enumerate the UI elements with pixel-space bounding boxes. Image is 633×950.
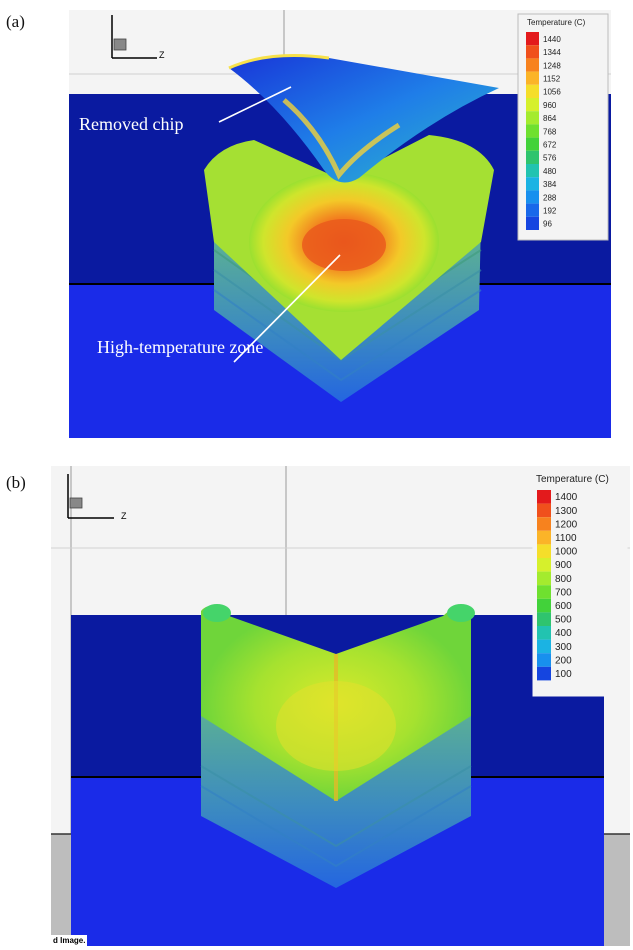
legend-title: Temperature (C) bbox=[527, 18, 586, 27]
callout-line-hot bbox=[233, 254, 341, 363]
colorbar-swatch bbox=[526, 84, 539, 98]
colorbar-tick-label: 500 bbox=[555, 615, 572, 626]
panel-a-label: (a) bbox=[6, 12, 25, 31]
callout-high-temp-zone: High-temperature zone bbox=[97, 337, 264, 357]
colorbar-swatch bbox=[537, 639, 551, 654]
axis-label-z: Z bbox=[159, 50, 165, 60]
colorbar-swatch bbox=[537, 517, 551, 531]
colorbar-tick-label: 1400 bbox=[555, 492, 578, 503]
warm-zone bbox=[276, 681, 396, 771]
panel-b-label: (b) bbox=[6, 473, 26, 492]
colorbar-swatch bbox=[526, 45, 539, 59]
colorbar-tick-label: 1100 bbox=[555, 533, 577, 544]
colorbar-tick-label: 800 bbox=[555, 574, 572, 585]
colorbar-swatch bbox=[526, 111, 539, 125]
colorbar-tick-label: 96 bbox=[543, 220, 552, 229]
callout-removed-chip: Removed chip bbox=[79, 114, 184, 134]
colorbar-swatch bbox=[537, 666, 551, 681]
colorbar-swatch bbox=[526, 177, 539, 191]
colorbar-b: 1400 1300 1200 1100 1000 900 800 700 600 500 400 30… bbox=[537, 490, 578, 681]
axis-triad bbox=[67, 474, 114, 519]
colorbar-tick-label: 1248 bbox=[543, 61, 561, 70]
colorbar-tick-label: 1344 bbox=[543, 48, 561, 57]
legend-title: Temperature (C) bbox=[536, 474, 609, 485]
colorbar-swatch bbox=[537, 530, 551, 545]
colorbar-swatch bbox=[526, 216, 539, 230]
panel-a: 1440 1344 1248 1152 1056 960 864 768 672 576 480 38… bbox=[69, 10, 611, 438]
panel-a-canvas: 1440 1344 1248 1152 1056 960 864 768 672 576 480 38… bbox=[69, 10, 611, 438]
colorbar-tick-label: 768 bbox=[543, 127, 557, 136]
colorbar-tick-label: 700 bbox=[555, 587, 572, 598]
colorbar-swatch bbox=[537, 653, 551, 667]
colorbar-tick-label: 384 bbox=[543, 180, 557, 189]
colorbar-swatch bbox=[526, 137, 539, 151]
colorbar-swatch bbox=[537, 503, 551, 518]
colorbar-swatch bbox=[537, 544, 551, 558]
colorbar-tick-label: 864 bbox=[543, 114, 557, 123]
panel-b: 1400 1300 1200 1100 1000 900 800 700 600 500 400 30… bbox=[51, 466, 630, 946]
colorbar-a: 1440 1344 1248 1152 1056 960 864 768 672 576 480 38… bbox=[526, 32, 561, 230]
colorbar-swatch bbox=[526, 124, 539, 138]
colorbar-swatch bbox=[537, 490, 551, 504]
colorbar-tick-label: 100 bbox=[555, 669, 572, 680]
colorbar-swatch bbox=[537, 598, 551, 613]
colorbar-tick-label: 1000 bbox=[555, 547, 578, 558]
colorbar-tick-label: 400 bbox=[555, 628, 572, 639]
colorbar-swatch bbox=[526, 71, 539, 85]
colorbar-swatch bbox=[537, 626, 551, 640]
colorbar-tick-label: 1200 bbox=[555, 519, 578, 530]
colorbar-tick-label: 900 bbox=[555, 560, 572, 571]
colorbar-swatch bbox=[526, 58, 539, 72]
colorbar-swatch bbox=[526, 150, 539, 164]
colorbar-swatch bbox=[526, 203, 539, 217]
colorbar-tick-label: 1440 bbox=[543, 35, 561, 44]
colorbar-tick-label: 600 bbox=[555, 601, 572, 612]
colorbar-tick-label: 200 bbox=[555, 655, 572, 666]
colorbar-swatch bbox=[537, 558, 551, 572]
colorbar-swatch bbox=[537, 571, 551, 586]
colorbar-swatch bbox=[526, 32, 539, 46]
colorbar-swatch bbox=[526, 164, 539, 178]
colorbar-swatch bbox=[537, 612, 551, 626]
colorbar-tick-label: 1152 bbox=[543, 75, 561, 84]
colorbar-tick-label: 960 bbox=[543, 101, 557, 110]
colorbar-tick-label: 1300 bbox=[555, 506, 578, 517]
colorbar-tick-label: 672 bbox=[543, 141, 557, 150]
colorbar-tick-label: 1056 bbox=[543, 88, 561, 97]
callout-line-chip bbox=[218, 86, 292, 123]
axis-label-z: Z bbox=[121, 511, 127, 521]
removed-chip bbox=[229, 55, 499, 183]
colorbar-tick-label: 480 bbox=[543, 167, 557, 176]
colorbar-tick-label: 300 bbox=[555, 642, 572, 653]
axis-triad bbox=[111, 15, 157, 59]
image-watermark: d Image. bbox=[51, 935, 88, 946]
colorbar-swatch bbox=[537, 585, 551, 599]
colorbar-swatch bbox=[526, 190, 539, 204]
colorbar-swatch bbox=[526, 98, 539, 112]
colorbar-tick-label: 576 bbox=[543, 154, 557, 163]
colorbar-tick-label: 288 bbox=[543, 193, 557, 202]
colorbar-tick-label: 192 bbox=[543, 207, 557, 216]
panel-b-canvas: 1400 1300 1200 1100 1000 900 800 700 600 500 400 30… bbox=[51, 466, 630, 946]
